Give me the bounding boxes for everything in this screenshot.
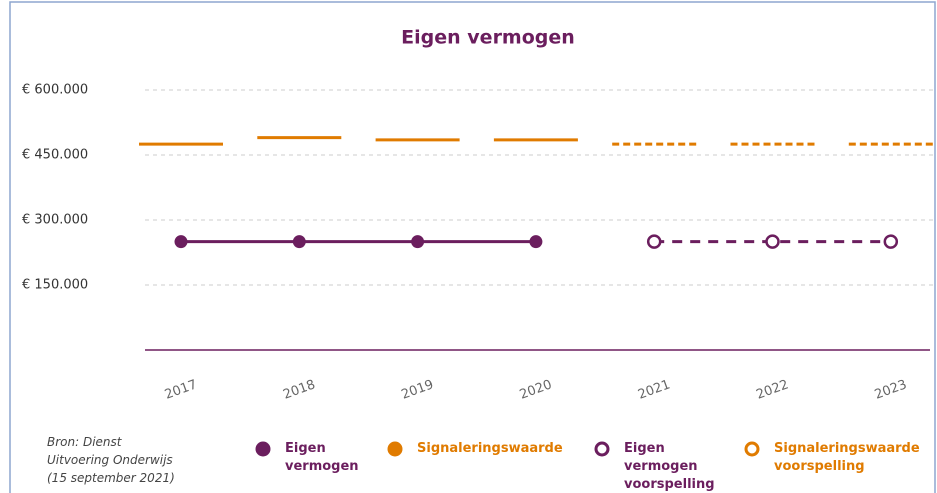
x-tick-label: 2023 — [873, 377, 909, 402]
point — [765, 234, 780, 249]
x-tick-label: 2019 — [399, 377, 435, 402]
x-tick-label: 2017 — [163, 377, 199, 402]
point — [292, 235, 306, 249]
x-tick-label: 2022 — [754, 377, 790, 402]
y-tick-label: € 300.000 — [22, 213, 88, 228]
y-tick-label: € 600.000 — [22, 83, 88, 98]
legend-label: Signaleringswaarde voorspelling — [774, 441, 920, 474]
legend-label: Eigen vermogen — [285, 441, 359, 474]
y-tick-label: € 450.000 — [22, 148, 88, 163]
legend-label: Eigen vermogen voorspelling — [624, 441, 715, 492]
legend-marker — [387, 441, 403, 457]
legend-marker — [744, 441, 760, 457]
x-tick-label: 2021 — [636, 377, 672, 402]
x-tick-label: 2018 — [281, 377, 317, 402]
point — [411, 235, 425, 249]
source-note: Bron: Dienst Uitvoering Onderwijs (15 se… — [47, 435, 175, 485]
legend-marker — [594, 441, 610, 457]
point — [646, 234, 662, 249]
point — [883, 234, 899, 249]
legend-label: Signaleringswaarde — [417, 441, 563, 456]
point — [174, 235, 188, 249]
y-tick-label: € 150.000 — [22, 278, 88, 293]
legend-marker — [255, 441, 271, 457]
chart-title: Eigen vermogen — [401, 27, 575, 49]
x-tick-label: 2020 — [518, 377, 554, 402]
point — [529, 235, 543, 249]
frame — [9, 1, 936, 493]
